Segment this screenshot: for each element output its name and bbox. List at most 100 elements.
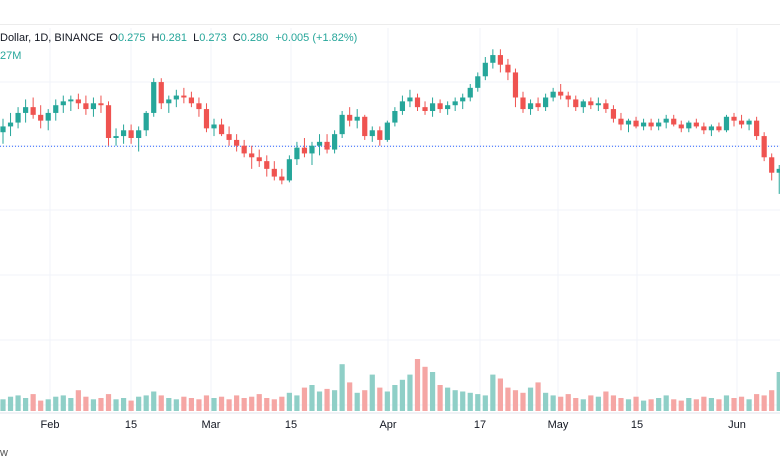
- volume-bar: [648, 399, 654, 411]
- candle-body: [603, 103, 609, 110]
- volume-bar: [45, 399, 51, 411]
- candle-body: [264, 161, 270, 169]
- volume-bar: [128, 400, 134, 411]
- candle-body: [83, 103, 89, 110]
- candle-body: [761, 136, 767, 158]
- candle-body: [414, 97, 421, 108]
- volume-bar: [354, 392, 360, 411]
- volume-bar: [256, 394, 262, 411]
- candle-body: [316, 141, 323, 146]
- volume-bar: [595, 396, 601, 411]
- x-tick-label: Apr: [379, 419, 396, 431]
- candle-body: [377, 130, 383, 140]
- candle-body: [38, 114, 44, 121]
- candle-body: [90, 103, 97, 110]
- candle-body: [53, 105, 59, 113]
- volume-bar: [203, 395, 210, 411]
- candle-body: [158, 82, 164, 104]
- candle-body: [625, 120, 632, 125]
- candle-body: [678, 124, 684, 129]
- x-tick-label: 15: [285, 419, 297, 431]
- close-value: 0.280: [240, 32, 269, 44]
- candle-body: [331, 134, 338, 150]
- top-toolbar: [0, 0, 780, 25]
- volume-bar: [234, 395, 240, 411]
- candle-body: [120, 130, 127, 137]
- candle-body: [595, 103, 601, 106]
- volume-bar: [535, 382, 541, 411]
- candle-body: [422, 107, 428, 111]
- volume-bar: [723, 395, 730, 411]
- volume-bar: [38, 400, 44, 411]
- candle-body: [573, 99, 579, 108]
- volume-bar: [241, 398, 247, 411]
- candle-body: [663, 118, 669, 123]
- candle-body: [475, 76, 481, 88]
- volume-bar: [60, 395, 66, 411]
- volume-bar: [580, 399, 586, 411]
- volume-bar: [181, 396, 187, 411]
- candle-body: [407, 97, 413, 102]
- open-value: 0.275: [117, 32, 146, 44]
- candle-body: [203, 109, 210, 129]
- candle-body: [527, 103, 534, 110]
- candle-body: [769, 157, 775, 173]
- candle-body: [565, 95, 571, 100]
- volume-bar: [588, 395, 594, 411]
- volume-bar: [339, 364, 345, 411]
- candle-body: [550, 91, 556, 98]
- volume-bar: [211, 398, 217, 411]
- volume-bar: [271, 399, 277, 411]
- volume-bar: [362, 390, 368, 411]
- volume-bar: [309, 385, 315, 411]
- high-value: 0.281: [159, 32, 188, 44]
- volume-bar: [429, 372, 436, 411]
- volume-bar: [656, 398, 662, 411]
- volume-bar: [347, 382, 353, 411]
- ohlc-legend: Dollar, 1D, BINANCE O0.275 H0.281 L0.273…: [0, 32, 357, 44]
- candle-body: [467, 87, 473, 98]
- watermark: w: [0, 447, 8, 459]
- candle-body: [286, 159, 292, 181]
- volume-bar: [68, 398, 74, 411]
- volume-bar: [105, 394, 112, 411]
- candle-body: [490, 55, 496, 63]
- volume-bar: [151, 391, 157, 411]
- candle-body: [693, 122, 699, 127]
- volume-bar: [166, 398, 172, 411]
- volume-bar: [422, 366, 428, 411]
- candle-body: [45, 112, 51, 121]
- volume-bar: [467, 392, 473, 411]
- x-tick-label: Jun: [728, 419, 746, 431]
- volume-bar: [565, 394, 571, 411]
- candle-body: [384, 122, 390, 140]
- candle-body: [30, 107, 36, 115]
- x-tick-label: Mar: [202, 419, 221, 431]
- volume-bar: [633, 396, 639, 411]
- candle-body: [196, 103, 202, 110]
- symbol-label: Dollar, 1D, BINANCE: [0, 32, 104, 44]
- volume-bar: [520, 392, 526, 411]
- volume-bar: [294, 395, 300, 411]
- volume-bar: [369, 374, 375, 411]
- candle-body: [15, 112, 21, 123]
- volume-bar: [0, 399, 6, 411]
- volume-bar: [527, 387, 534, 411]
- volume-bar: [460, 391, 466, 411]
- volume-bar: [196, 399, 202, 411]
- candle-body: [75, 99, 81, 104]
- volume-bar: [226, 399, 232, 411]
- volume-bar: [173, 399, 179, 411]
- x-tick-label: 15: [125, 419, 137, 431]
- volume-bar: [324, 388, 330, 411]
- candle-body: [369, 130, 375, 137]
- candle-body: [738, 120, 745, 125]
- candle-body: [776, 168, 780, 173]
- candle-body: [512, 72, 519, 98]
- volume-bar: [407, 374, 413, 411]
- volume-bar: [188, 398, 195, 411]
- candle-body: [482, 62, 488, 77]
- volume-bar: [23, 398, 29, 411]
- volume-bar: [75, 390, 81, 411]
